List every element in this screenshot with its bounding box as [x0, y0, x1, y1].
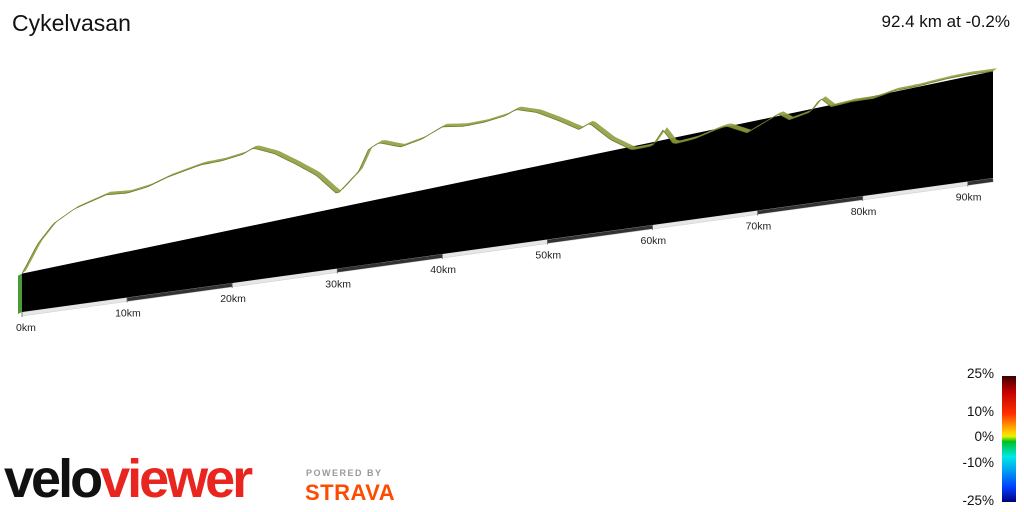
km-segment-1	[337, 254, 443, 273]
gradient-legend: 25% 10% 0% -10% -25%	[950, 366, 1024, 512]
legend-label-10: 10%	[966, 404, 994, 419]
km-segment-0	[126, 283, 233, 302]
tick-label-10: 10km	[115, 308, 141, 320]
legend-label-minus25: -25%	[962, 493, 994, 508]
tick-label-90: 90km	[956, 192, 982, 204]
profile-top-edge	[21, 70, 994, 274]
tick-label-50: 50km	[535, 250, 561, 262]
legend-label-0: 0%	[974, 429, 994, 444]
gradient-strips	[18, 71, 993, 314]
profile-end-wall	[18, 273, 22, 314]
logo-velo: velo	[4, 449, 103, 509]
route-summary: 92.4 km at -0.2%	[881, 12, 1010, 31]
tick-label-80: 80km	[851, 206, 877, 218]
chart-title: Cykelvasan	[12, 10, 131, 36]
tick-label-0: 0km	[16, 322, 36, 334]
tick-label-20: 20km	[220, 293, 246, 305]
tick-label-70: 70km	[746, 221, 772, 233]
legend-label-minus10: -10%	[962, 455, 994, 470]
logo-viewer: viewer	[100, 449, 253, 509]
veloviewer-logo[interactable]: veloviewer	[4, 449, 253, 509]
km-segment-2	[547, 225, 653, 244]
legend-color-bar	[1002, 376, 1016, 502]
profile-top-rim	[22, 68, 997, 274]
grade-strip-0	[22, 71, 993, 312]
tick-label-40: 40km	[430, 264, 456, 276]
strava-logo[interactable]: STRAVA	[305, 480, 396, 505]
profile-outline	[21, 68, 997, 274]
legend-label-25: 25%	[966, 366, 994, 381]
distance-ticks: 0km 10km 20km 30km 40km 50km 60km 70km 80km 90km	[16, 181, 982, 334]
elevation-profile-chart: 0km 10km 20km 30km 40km 50km 60km 70km 80km 90km	[16, 68, 997, 334]
tick-label-30: 30km	[325, 279, 351, 291]
tick-label-60: 60km	[641, 235, 667, 247]
powered-by-label: POWERED BY	[306, 468, 383, 478]
km-segment-3	[757, 196, 863, 215]
km-segment-4	[967, 178, 994, 186]
